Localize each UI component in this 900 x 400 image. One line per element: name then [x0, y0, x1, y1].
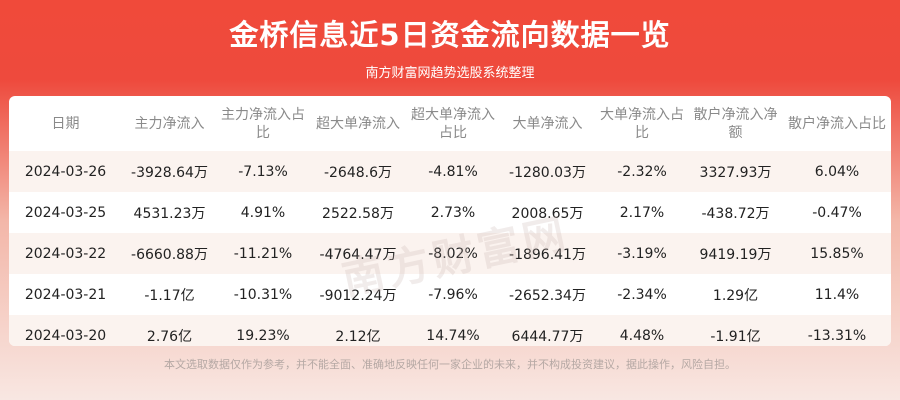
cell-large-inflow: 6444.77万: [499, 315, 596, 346]
data-table-card: 日期 主力净流入 主力净流入占比 超大单净流入 超大单净流入占比 大单净流入 大…: [9, 96, 891, 346]
cell-main-inflow: 2.76亿: [122, 315, 217, 346]
cell-date: 2024-03-21: [24, 286, 107, 303]
cell-large-ratio: 4.48%: [596, 315, 688, 346]
column-header-main-inflow: 主力净流入: [134, 115, 205, 132]
table-row: 2024-03-21 -1.17亿 -10.31% -9012.24万 -7.9…: [9, 274, 891, 315]
table-row: 2024-03-20 2.76亿 19.23% 2.12亿 14.74% 644…: [9, 315, 891, 346]
cell-large-ratio: -3.19%: [596, 233, 688, 274]
cell-super-large-inflow: 2.12亿: [309, 315, 407, 346]
cell-retail-ratio: 11.4%: [814, 286, 860, 303]
cell-large-ratio: -2.32%: [596, 151, 688, 192]
cell-date: 2024-03-22: [9, 233, 122, 274]
column-header-date: 日期: [51, 115, 80, 132]
column-header-super-large-ratio: 超大单净流入占比: [411, 106, 495, 141]
cell-retail-inflow: 1.29亿: [712, 287, 759, 304]
cell-date: 2024-03-26: [9, 151, 122, 192]
cell-main-ratio: -11.21%: [217, 233, 309, 274]
cell-main-ratio: 19.23%: [217, 315, 309, 346]
column-header-main-ratio: 主力净流入占比: [221, 106, 305, 141]
cell-main-inflow: 4531.23万: [133, 205, 206, 222]
fund-flow-table: 日期 主力净流入 主力净流入占比 超大单净流入 超大单净流入占比 大单净流入 大…: [9, 96, 891, 346]
cell-super-large-inflow: 2522.58万: [322, 205, 394, 222]
cell-large-inflow: -2652.34万: [509, 287, 586, 304]
cell-super-large-ratio: 14.74%: [407, 315, 499, 346]
cell-large-inflow: -1896.41万: [499, 233, 596, 274]
cell-main-ratio: -10.31%: [233, 286, 293, 303]
column-header-retail-ratio: 散户净流入占比: [788, 115, 886, 132]
cell-main-inflow: -1.17亿: [144, 287, 195, 304]
page-title: 金桥信息近5日资金流向数据一览: [229, 18, 671, 52]
table-row: 2024-03-25 4531.23万 4.91% 2522.58万 2.73%…: [9, 192, 891, 233]
cell-super-large-ratio: -4.81%: [407, 151, 499, 192]
cell-large-inflow: -1280.03万: [499, 151, 596, 192]
column-header-super-large-inflow: 超大单净流入: [316, 115, 400, 132]
cell-retail-inflow: -1.91亿: [688, 315, 783, 346]
cell-super-large-ratio: -8.02%: [407, 233, 499, 274]
cell-retail-inflow: -438.72万: [701, 205, 770, 222]
cell-retail-ratio: -0.47%: [812, 204, 862, 221]
cell-super-large-inflow: -4764.47万: [309, 233, 407, 274]
disclaimer-footer: 本文选取数据仅作为参考，并不能全面、准确地反映任何一家企业的未来，并不构成投资建…: [164, 358, 736, 371]
cell-retail-inflow: 9419.19万: [688, 233, 783, 274]
cell-large-ratio: 2.17%: [619, 204, 665, 221]
table-row: 2024-03-22 -6660.88万 -11.21% -4764.47万 -…: [9, 233, 891, 274]
cell-date: 2024-03-25: [24, 204, 107, 221]
cell-date: 2024-03-20: [9, 315, 122, 346]
cell-retail-ratio: 15.85%: [783, 233, 891, 274]
column-header-retail-inflow: 散户净流入净额: [693, 106, 778, 141]
table-header-row: 日期 主力净流入 主力净流入占比 超大单净流入 超大单净流入占比 大单净流入 大…: [9, 96, 891, 151]
column-header-large-ratio: 大单净流入占比: [600, 106, 684, 141]
cell-retail-ratio: -13.31%: [783, 315, 891, 346]
cell-main-ratio: -7.13%: [217, 151, 309, 192]
cell-main-inflow: -6660.88万: [122, 233, 217, 274]
column-header-large-inflow: 大单净流入: [512, 115, 583, 132]
cell-main-ratio: 4.91%: [240, 204, 286, 221]
cell-retail-ratio: 6.04%: [783, 151, 891, 192]
cell-retail-inflow: 3327.93万: [688, 151, 783, 192]
page-subtitle: 南方财富网趋势选股系统整理: [365, 66, 535, 81]
cell-large-inflow: 2008.65万: [511, 205, 584, 222]
cell-super-large-ratio: 2.73%: [430, 204, 476, 221]
cell-super-large-ratio: -7.96%: [428, 286, 478, 303]
cell-large-ratio: -2.34%: [617, 286, 667, 303]
table-row: 2024-03-26 -3928.64万 -7.13% -2648.6万 -4.…: [9, 151, 891, 192]
cell-super-large-inflow: -2648.6万: [309, 151, 407, 192]
cell-main-inflow: -3928.64万: [122, 151, 217, 192]
cell-super-large-inflow: -9012.24万: [319, 287, 397, 304]
